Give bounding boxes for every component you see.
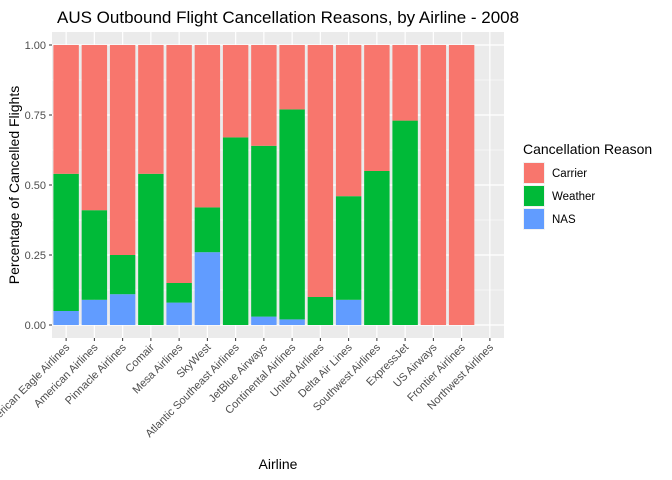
y-axis: 0.00 0.25 0.50 0.75 1.00: [25, 40, 52, 332]
bar-carrier-8: [279, 45, 305, 110]
chart-title: AUS Outbound Flight Cancellation Reasons…: [57, 8, 519, 27]
bar-weather-4: [166, 283, 192, 303]
y-tick-label: 0.50: [25, 180, 46, 192]
legend-swatch-carrier: [524, 163, 544, 183]
x-axis-title: Airline: [259, 456, 298, 472]
bar-carrier-2: [109, 45, 136, 255]
legend-swatch-nas: [524, 209, 544, 229]
bars: [53, 45, 475, 325]
y-tick-label: 1.00: [25, 40, 46, 52]
bar-nas-4: [166, 302, 192, 325]
y-tick-label: 0.25: [25, 250, 46, 262]
legend-label-nas: NAS: [552, 214, 576, 226]
bar-weather-1: [81, 210, 108, 300]
bar-nas-0: [53, 311, 79, 325]
legend: Cancellation Reason Carrier Weather NAS: [523, 141, 652, 230]
bar-carrier-13: [420, 45, 447, 325]
bar-weather-8: [279, 109, 305, 320]
bar-weather-2: [109, 255, 136, 295]
y-axis-title: Percentage of Cancelled Flights: [6, 86, 22, 284]
bar-weather-9: [307, 297, 334, 325]
bar-nas-1: [81, 299, 108, 325]
bar-nas-2: [109, 294, 136, 325]
bar-weather-0: [53, 173, 79, 311]
bar-carrier-4: [166, 45, 192, 283]
bar-weather-12: [392, 120, 418, 325]
bar-nas-5: [194, 252, 221, 325]
bar-weather-11: [364, 171, 390, 325]
bar-carrier-9: [307, 45, 334, 297]
bar-carrier-10: [335, 45, 362, 197]
bar-weather-3: [138, 173, 164, 325]
bar-nas-10: [335, 299, 362, 325]
bar-weather-10: [335, 196, 362, 300]
bar-carrier-14: [448, 45, 475, 325]
bar-weather-5: [194, 207, 221, 253]
bar-carrier-5: [194, 45, 221, 208]
legend-title: Cancellation Reason: [523, 141, 652, 157]
y-tick-label: 0.75: [25, 110, 46, 122]
bar-weather-7: [251, 145, 277, 317]
y-tick-label: 0.00: [25, 320, 46, 332]
bar-carrier-7: [251, 45, 277, 146]
legend-label-carrier: Carrier: [552, 168, 587, 180]
bar-weather-6: [222, 137, 249, 325]
bar-carrier-11: [364, 45, 390, 171]
bar-carrier-12: [392, 45, 418, 121]
legend-swatch-weather: [524, 186, 544, 206]
bar-nas-7: [251, 316, 277, 325]
bar-carrier-1: [81, 45, 108, 211]
bar-nas-8: [279, 319, 305, 325]
bar-carrier-0: [53, 45, 79, 174]
legend-label-weather: Weather: [552, 191, 595, 203]
bar-carrier-6: [222, 45, 249, 138]
bar-carrier-3: [138, 45, 164, 174]
